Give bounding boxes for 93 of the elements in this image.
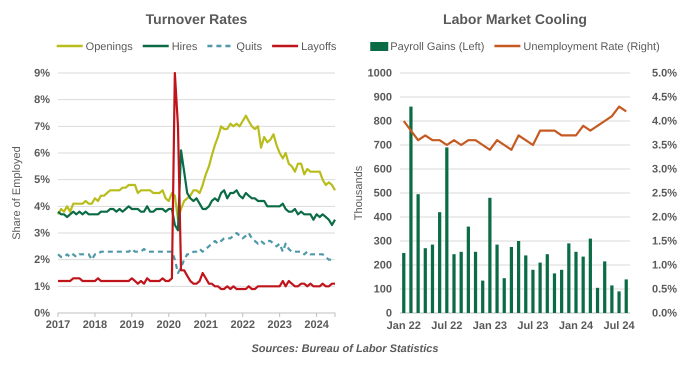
bar — [624, 279, 628, 313]
y-tick-label: 7% — [34, 120, 50, 133]
y2-tick-label: 3.5% — [652, 140, 678, 152]
bar — [409, 106, 413, 313]
line-series — [56, 72, 336, 290]
line-series — [56, 114, 336, 221]
y-tick-label: 300 — [374, 236, 392, 248]
bar — [495, 244, 499, 313]
y2-tick-label: 0.5% — [652, 284, 678, 296]
bar — [524, 255, 528, 313]
y-tick-label: 0% — [34, 308, 50, 320]
bar — [546, 254, 549, 313]
legend-label: Openings — [86, 41, 134, 53]
legend-label: Payroll Gains (Left) — [390, 41, 484, 53]
x-tick-label: 2022 — [230, 318, 255, 331]
source-note: Sources: Bureau of Labor Statistics — [251, 343, 439, 355]
x-tick-label: Jul 24 — [603, 320, 636, 332]
y-tick-label: 900 — [374, 92, 392, 104]
bar — [538, 262, 542, 313]
chart-title: Labor Market Cooling — [443, 11, 587, 27]
y-tick-label: 6% — [34, 148, 50, 160]
x-tick-label: Jan 24 — [558, 320, 594, 332]
y-tick-label: 1000 — [368, 68, 392, 80]
bar — [430, 244, 434, 313]
y-tick-label: 200 — [374, 260, 392, 272]
x-tick-label: Jul 22 — [431, 320, 462, 332]
y2-tick-label: 5.0% — [652, 68, 678, 80]
bar — [510, 247, 514, 313]
y2-tick-label: 4.0% — [652, 116, 678, 128]
bar — [567, 243, 570, 313]
bar — [452, 254, 456, 313]
y-tick-label: 700 — [374, 140, 392, 152]
bar — [588, 238, 592, 313]
x-tick-label: 2021 — [194, 318, 218, 331]
bar — [416, 194, 420, 313]
x-tick-label: 2020 — [156, 318, 182, 331]
x-tick-label: 2017 — [46, 318, 70, 331]
y-tick-label: 9% — [34, 68, 50, 80]
bar — [438, 212, 442, 313]
x-tick-label: 2019 — [120, 318, 144, 331]
legend-label: Unemployment Rate (Right) — [523, 41, 660, 53]
y-tick-label: 600 — [374, 164, 392, 176]
x-tick-label: Jul 23 — [517, 320, 549, 332]
y2-tick-label: 1.0% — [652, 260, 678, 272]
bar — [424, 248, 427, 313]
bar — [552, 273, 556, 313]
bar — [502, 278, 506, 313]
y-tick-label: 3% — [34, 228, 50, 240]
y-tick-label: 1% — [34, 280, 50, 293]
y-tick-label: 4% — [34, 200, 50, 213]
y2-tick-label: 3.0% — [652, 164, 678, 176]
bar — [596, 288, 600, 313]
bar — [560, 270, 564, 313]
bar — [402, 253, 406, 313]
x-tick-label: 2024 — [304, 318, 330, 331]
y-tick-label: 5% — [34, 174, 50, 186]
bar — [474, 252, 478, 313]
legend-label: Quits — [236, 41, 263, 53]
y2-tick-label: 2.5% — [652, 188, 678, 200]
bar — [531, 270, 535, 313]
y2-tick-label: 1.5% — [652, 236, 678, 248]
legend-label: Layoffs — [301, 41, 337, 53]
bar — [488, 198, 492, 313]
bar — [574, 252, 578, 313]
bar — [582, 256, 585, 313]
bar — [445, 147, 448, 313]
x-tick-label: 2018 — [82, 318, 108, 331]
y-axis-title: Thousands — [353, 165, 365, 220]
bar — [610, 285, 614, 313]
bar — [466, 226, 470, 313]
chart-title: Turnover Rates — [146, 11, 248, 27]
y-tick-label: 2% — [34, 254, 50, 266]
y-tick-label: 0 — [386, 308, 392, 320]
bar — [460, 252, 463, 313]
bar — [481, 280, 484, 313]
line-series — [56, 149, 336, 232]
y-tick-label: 8% — [34, 94, 50, 106]
y-tick-label: 800 — [374, 116, 392, 128]
y-axis-title: Share of Employed — [11, 146, 23, 240]
x-tick-label: Jan 23 — [472, 320, 508, 332]
y2-tick-label: 0.0% — [652, 308, 678, 320]
x-tick-label: 2023 — [267, 318, 292, 331]
y2-tick-label: 4.5% — [652, 92, 678, 104]
bar — [603, 261, 606, 313]
y-tick-label: 100 — [374, 284, 392, 296]
bar — [516, 241, 520, 313]
legend-label: Hires — [172, 41, 198, 53]
line-series — [402, 106, 628, 151]
y-tick-label: 500 — [374, 188, 392, 200]
y2-tick-label: 2.0% — [652, 212, 678, 224]
y-tick-label: 400 — [374, 212, 392, 224]
bar — [617, 291, 621, 313]
x-tick-label: Jan 22 — [386, 320, 421, 332]
